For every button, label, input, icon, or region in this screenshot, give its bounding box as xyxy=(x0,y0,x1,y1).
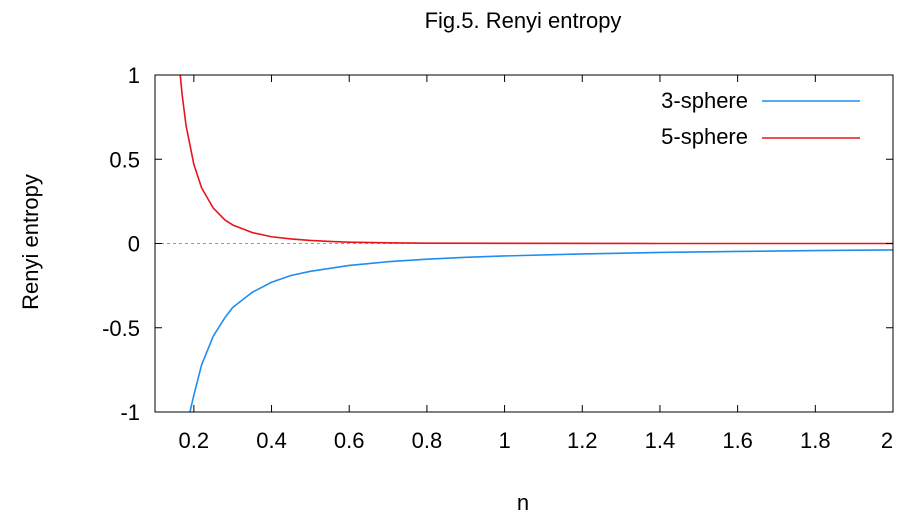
series-line-3-sphere xyxy=(190,250,893,412)
legend: 3-sphere 5-sphere xyxy=(661,88,860,149)
x-tick-label: 1 xyxy=(498,428,510,453)
legend-label-5-sphere: 5-sphere xyxy=(661,124,748,149)
chart-title: Fig.5. Renyi entropy xyxy=(425,8,622,33)
x-tick-label: 1.2 xyxy=(567,428,598,453)
legend-label-3-sphere: 3-sphere xyxy=(661,88,748,113)
y-axis-label: Renyi entropy xyxy=(18,174,43,310)
y-tick-label: 1 xyxy=(128,63,140,88)
y-tick-label: -0.5 xyxy=(102,316,140,341)
x-tick-label: 1.8 xyxy=(800,428,831,453)
x-tick-label: 0.8 xyxy=(412,428,443,453)
x-axis-label: n xyxy=(517,490,529,515)
ticks-layer: 0.2 0.4 0.6 0.8 1 1.2 1.4 1.6 1.8 2 1 0.5 0 -0.5 -1 xyxy=(102,63,893,453)
x-tick-label: 1.6 xyxy=(722,428,753,453)
y-tick-label: -1 xyxy=(120,400,140,425)
x-tick-label: 1.4 xyxy=(645,428,676,453)
x-tick-label: 0.6 xyxy=(334,428,365,453)
x-tick-label: 2 xyxy=(881,428,893,453)
y-tick-label: 0.5 xyxy=(109,147,140,172)
y-tick-label: 0 xyxy=(128,232,140,257)
x-tick-label: 0.4 xyxy=(256,428,287,453)
x-tick-label: 0.2 xyxy=(179,428,210,453)
